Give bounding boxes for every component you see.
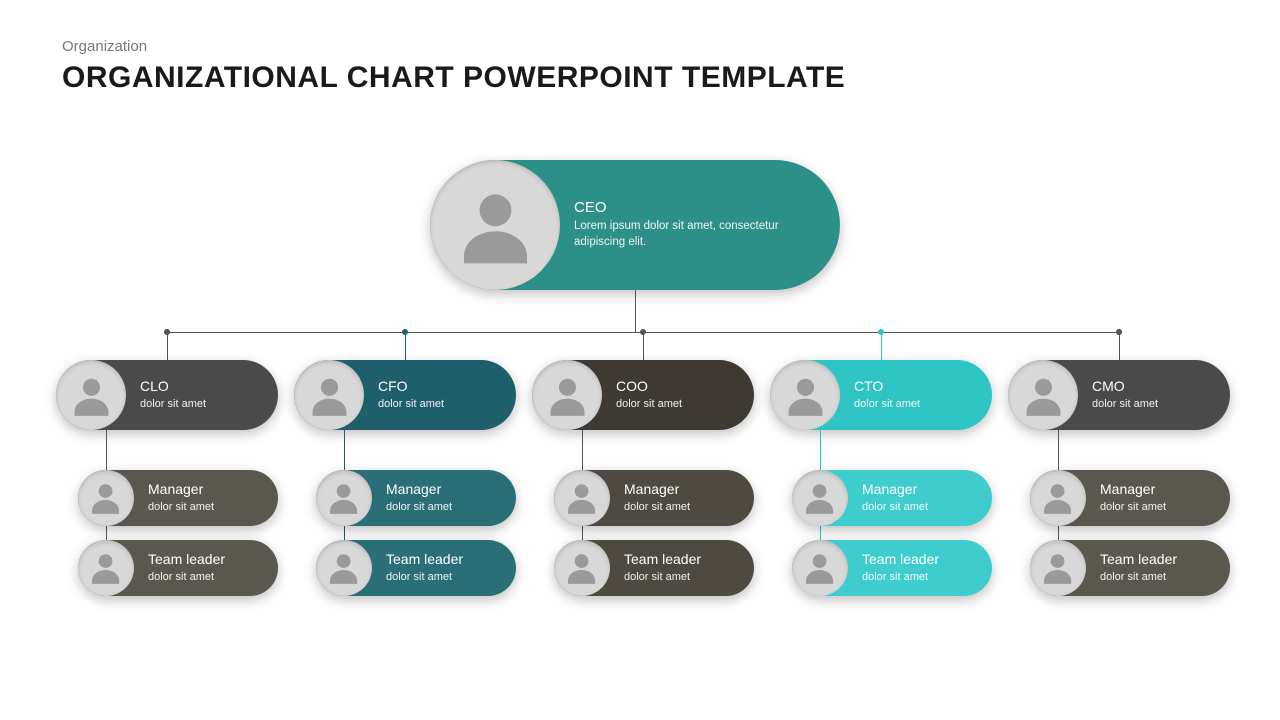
role-desc: dolor sit amet <box>1100 570 1177 585</box>
avatar <box>316 540 372 596</box>
role-desc: dolor sit amet <box>140 397 206 412</box>
org-chart: CEO Lorem ipsum dolor sit amet, consectet… <box>0 0 1280 720</box>
avatar <box>294 360 364 430</box>
connector-line <box>643 332 644 360</box>
node-cfo-manager: Manager dolor sit amet <box>316 470 516 526</box>
role-label: CTO <box>854 378 920 395</box>
avatar <box>554 540 610 596</box>
role-label: Manager <box>624 481 690 498</box>
node-cto-manager: Manager dolor sit amet <box>792 470 992 526</box>
connector-line <box>635 290 636 332</box>
role-desc: dolor sit amet <box>148 570 225 585</box>
role-desc: Lorem ipsum dolor sit amet, consectetur … <box>574 219 784 250</box>
role-desc: dolor sit amet <box>378 397 444 412</box>
node-clo: CLO dolor sit amet <box>56 360 278 430</box>
role-label: CMO <box>1092 378 1158 395</box>
connector-dot <box>1116 329 1122 335</box>
avatar <box>770 360 840 430</box>
avatar <box>78 470 134 526</box>
node-coo: COO dolor sit amet <box>532 360 754 430</box>
avatar <box>792 540 848 596</box>
avatar <box>532 360 602 430</box>
connector-line <box>405 332 406 360</box>
avatar <box>430 160 560 290</box>
role-desc: dolor sit amet <box>862 500 928 515</box>
role-desc: dolor sit amet <box>1092 397 1158 412</box>
role-desc: dolor sit amet <box>616 397 682 412</box>
avatar <box>792 470 848 526</box>
role-desc: dolor sit amet <box>624 570 701 585</box>
connector-line <box>1119 332 1120 360</box>
node-cmo: CMO dolor sit amet <box>1008 360 1230 430</box>
connector-line <box>167 332 168 360</box>
role-desc: dolor sit amet <box>1100 500 1166 515</box>
role-desc: dolor sit amet <box>386 570 463 585</box>
avatar <box>316 470 372 526</box>
connector-dot <box>878 329 884 335</box>
node-coo-manager: Manager dolor sit amet <box>554 470 754 526</box>
avatar <box>78 540 134 596</box>
role-label: Team leader <box>624 551 701 568</box>
node-ceo: CEO Lorem ipsum dolor sit amet, consectet… <box>430 160 840 290</box>
node-cfo: CFO dolor sit amet <box>294 360 516 430</box>
connector-dot <box>164 329 170 335</box>
connector-dot <box>402 329 408 335</box>
node-clo-manager: Manager dolor sit amet <box>78 470 278 526</box>
avatar <box>56 360 126 430</box>
role-label: Manager <box>386 481 452 498</box>
node-cto-teamleader: Team leader dolor sit amet <box>792 540 992 596</box>
node-cmo-manager: Manager dolor sit amet <box>1030 470 1230 526</box>
node-coo-teamleader: Team leader dolor sit amet <box>554 540 754 596</box>
connector-line <box>881 332 882 360</box>
role-desc: dolor sit amet <box>862 570 939 585</box>
role-label: CFO <box>378 378 444 395</box>
role-label: CEO <box>574 199 784 217</box>
role-desc: dolor sit amet <box>148 500 214 515</box>
avatar <box>554 470 610 526</box>
role-label: Manager <box>862 481 928 498</box>
role-label: Team leader <box>386 551 463 568</box>
node-cmo-teamleader: Team leader dolor sit amet <box>1030 540 1230 596</box>
node-clo-teamleader: Team leader dolor sit amet <box>78 540 278 596</box>
avatar <box>1008 360 1078 430</box>
role-label: CLO <box>140 378 206 395</box>
avatar <box>1030 470 1086 526</box>
role-label: Team leader <box>1100 551 1177 568</box>
role-desc: dolor sit amet <box>854 397 920 412</box>
avatar <box>1030 540 1086 596</box>
role-label: Manager <box>148 481 214 498</box>
role-label: Manager <box>1100 481 1166 498</box>
node-cfo-teamleader: Team leader dolor sit amet <box>316 540 516 596</box>
role-desc: dolor sit amet <box>624 500 690 515</box>
role-label: COO <box>616 378 682 395</box>
role-label: Team leader <box>148 551 225 568</box>
role-label: Team leader <box>862 551 939 568</box>
role-desc: dolor sit amet <box>386 500 452 515</box>
node-cto: CTO dolor sit amet <box>770 360 992 430</box>
connector-dot <box>640 329 646 335</box>
